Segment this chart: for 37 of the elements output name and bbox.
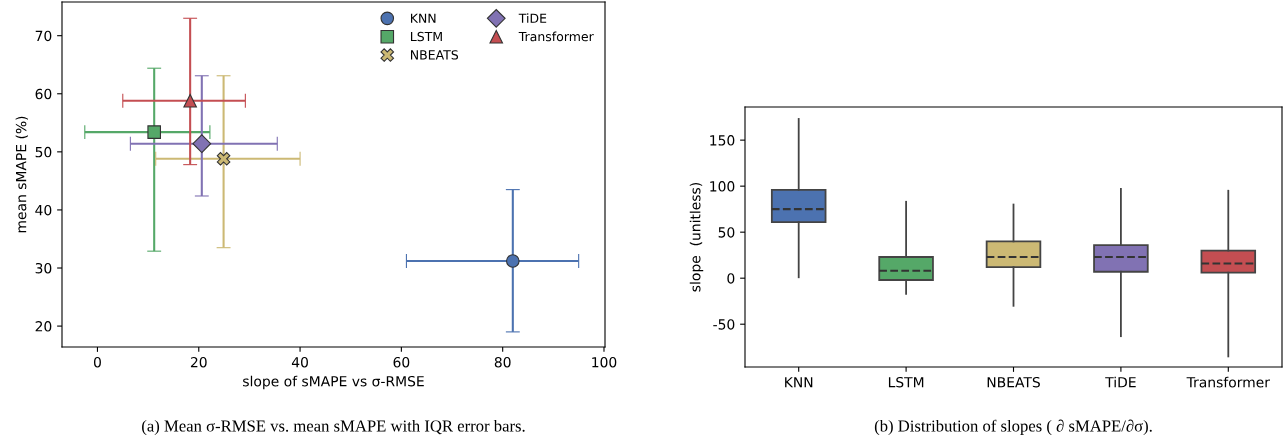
- x-tick-label: 40: [291, 356, 308, 368]
- y-tick-label: 150: [710, 135, 735, 146]
- legend-label: LSTM: [411, 31, 442, 42]
- point: [192, 134, 212, 154]
- y-tick-label: 60: [35, 88, 52, 100]
- x-tick-label: Transformer: [1186, 376, 1270, 388]
- y-tick-label: 40: [35, 204, 52, 216]
- legend-label: TiDE: [518, 13, 547, 23]
- y-tick-label: 70: [35, 30, 52, 42]
- x-tick-label: KNN: [785, 377, 813, 388]
- y-tick-label: 20: [35, 321, 52, 332]
- x-tick-label: TiDE: [1105, 376, 1136, 388]
- point: [147, 125, 161, 139]
- legend-label: KNN: [411, 13, 436, 23]
- point: [183, 93, 197, 108]
- y-axis-title: mean sMAPE (%): [15, 116, 28, 233]
- y-tick-label: -50: [713, 319, 735, 330]
- x-axis-title: slope of sMAPE vs σ-RMSE: [243, 375, 424, 390]
- text: (b) Distribution of slopes ( ∂ sMAPE/∂σ).: [874, 419, 1152, 435]
- x-tick-label: NBEATS: [987, 376, 1040, 388]
- y-tick-label: 30: [35, 262, 52, 274]
- y-axis-title: slope (unitless): [689, 182, 704, 292]
- text: (a) Mean σ-RMSE vs. mean sMAPE with IQR error bars.: [142, 419, 525, 435]
- x-tick-label: LSTM: [888, 376, 924, 388]
- x-tick-label: 0: [93, 356, 101, 368]
- x-tick-label: 80: [494, 356, 511, 368]
- y-tick-label: 50: [718, 227, 735, 238]
- legend-label: NBEATS: [411, 50, 459, 60]
- y-tick-label: 0: [727, 273, 735, 284]
- x-tick-label: 100: [592, 356, 617, 368]
- y-tick-label: 50: [35, 146, 52, 158]
- point: [506, 254, 520, 268]
- point: [216, 152, 231, 166]
- legend-label: Transformer: [518, 31, 594, 42]
- x-tick-label: 60: [393, 356, 410, 368]
- x-tick-label: 20: [190, 356, 207, 368]
- y-tick-label: 100: [710, 181, 735, 192]
